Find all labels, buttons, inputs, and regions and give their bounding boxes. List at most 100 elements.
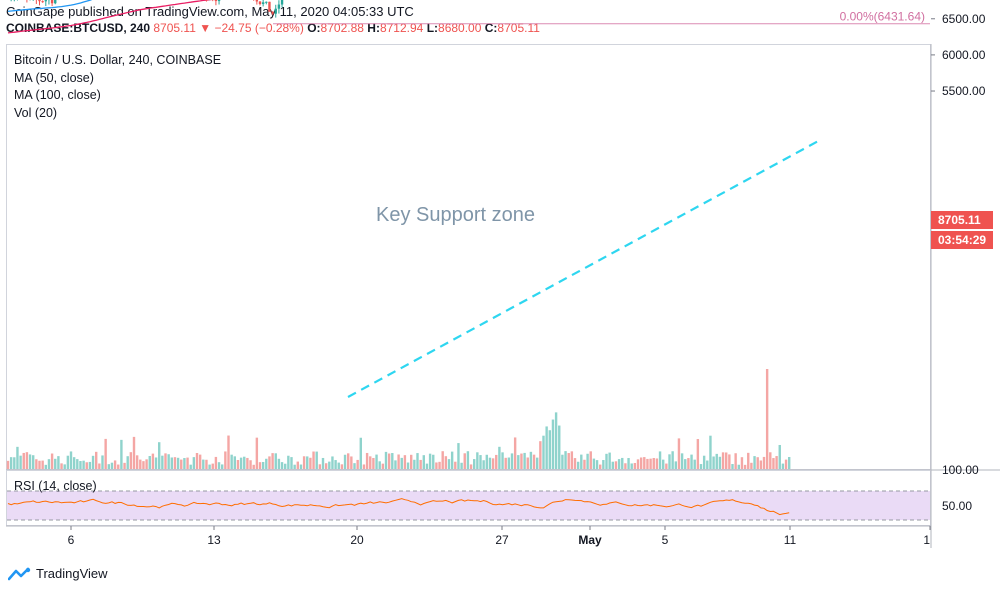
volume-bar [762,456,766,469]
candle-body [255,0,259,2]
rsi-tick-label: 50.00 [942,499,972,513]
volume-bar [564,451,567,469]
volume-bar [693,459,696,469]
volume-bar [712,456,715,469]
legend-vol[interactable]: Vol (20) [14,105,58,120]
volume-bar [652,458,655,469]
legend-ma50[interactable]: MA (50, close) [14,70,94,85]
volume-bar [132,436,136,469]
volume-bar [378,461,381,469]
volume-bar [110,462,114,469]
volume-bar [756,457,759,469]
volume-bar [403,455,407,469]
volume-bar [343,454,347,469]
volume-bar [293,464,296,469]
moving-averages [7,0,214,34]
volume-bar [731,464,734,469]
time-tick-label: 11 [784,533,797,547]
volume-bar [57,456,60,469]
volume-bar [630,463,633,469]
ohlc-line: COINBASE:BTCUSD, 240 8705.11 ▼ −24.75 (−… [6,21,540,35]
volume-bar [450,451,454,469]
volume-bar [47,459,51,469]
volume-bar [548,430,551,469]
volume-bar [101,455,104,469]
volume-bar [268,456,271,469]
volume-bar [139,459,142,469]
rsi-legend[interactable]: RSI (14, close) [14,479,97,493]
volume-bar [123,462,126,469]
volume-bars [6,369,791,469]
volume-bar [715,453,718,469]
volume-bar [353,463,356,469]
volume-bar [740,457,744,469]
open-label: O: [307,21,321,35]
volume-bar [9,457,13,469]
fib-level-label: 0.00%(6431.64) [840,10,925,24]
fibonacci-retracement[interactable]: 100.00%(10044.73)88.60%(9632.84)61.80%(8… [7,0,930,25]
last-price: 8705.11 [153,21,196,35]
volume-bar [287,455,290,469]
time-tick-label: 13 [207,533,221,547]
volume-bar [649,458,652,469]
drawings[interactable] [347,0,930,398]
volume-bar [769,452,772,469]
volume-bar [611,461,614,469]
volume-bar [545,426,548,469]
volume-bar [422,455,425,469]
volume-bar [252,464,255,469]
candle-body [50,0,54,4]
volume-bar [680,453,684,469]
volume-bar [488,457,492,469]
rsi-line-path [7,498,790,516]
volume-bar [665,463,668,469]
footer-brand[interactable]: TradingView [36,566,108,581]
rsi-band-fill [7,491,930,520]
rsi-band [7,490,930,521]
volume-bar [318,464,322,469]
volume-bar [362,464,366,469]
volume-bar [233,456,236,469]
close-value: 8705.11 [497,21,540,35]
timer-tag-box [931,231,993,249]
volume-bar [126,456,129,469]
volume-bar [674,461,677,469]
volume-bar [614,461,618,469]
volume-bar [44,464,47,469]
volume-bar [387,453,391,469]
key-support-zone-annotation[interactable]: Key Support zone [376,204,535,226]
volume-bar [658,451,662,469]
volume-bar [709,435,712,469]
volume-bar [621,457,624,469]
price-tick-label: 6000.00 [942,48,986,62]
price-change: −24.75 (−0.28%) [214,21,304,35]
volume-bar [725,452,728,469]
volume-bar [788,457,791,469]
candle-body [44,0,47,2]
price-tag-box [931,211,993,229]
volume-bar [384,451,388,469]
time-tick-label: 5 [662,533,669,547]
volume-bar [702,455,706,469]
volume-bar [728,454,731,469]
legend-ma100[interactable]: MA (100, close) [14,88,101,102]
volume-bar [765,369,769,469]
volume-bar [120,439,123,469]
volume-bar [50,453,54,469]
volume-bar [324,463,328,469]
volume-bar [189,464,192,469]
symbol[interactable]: COINBASE:BTCUSD, 240 [6,21,151,35]
volume-bar [608,452,611,469]
volume-bar [435,462,438,469]
volume-bar [69,451,73,469]
legend-title[interactable]: Bitcoin / U.S. Dollar, 240, COINBASE [14,53,222,67]
volume-bar [88,461,92,469]
volume-bar [561,454,564,469]
close-label: C: [484,21,498,35]
volume-bar [85,462,88,469]
trend-line [347,138,823,398]
volume-bar [671,451,674,469]
candle-body [41,1,44,3]
volume-bar [280,462,284,469]
